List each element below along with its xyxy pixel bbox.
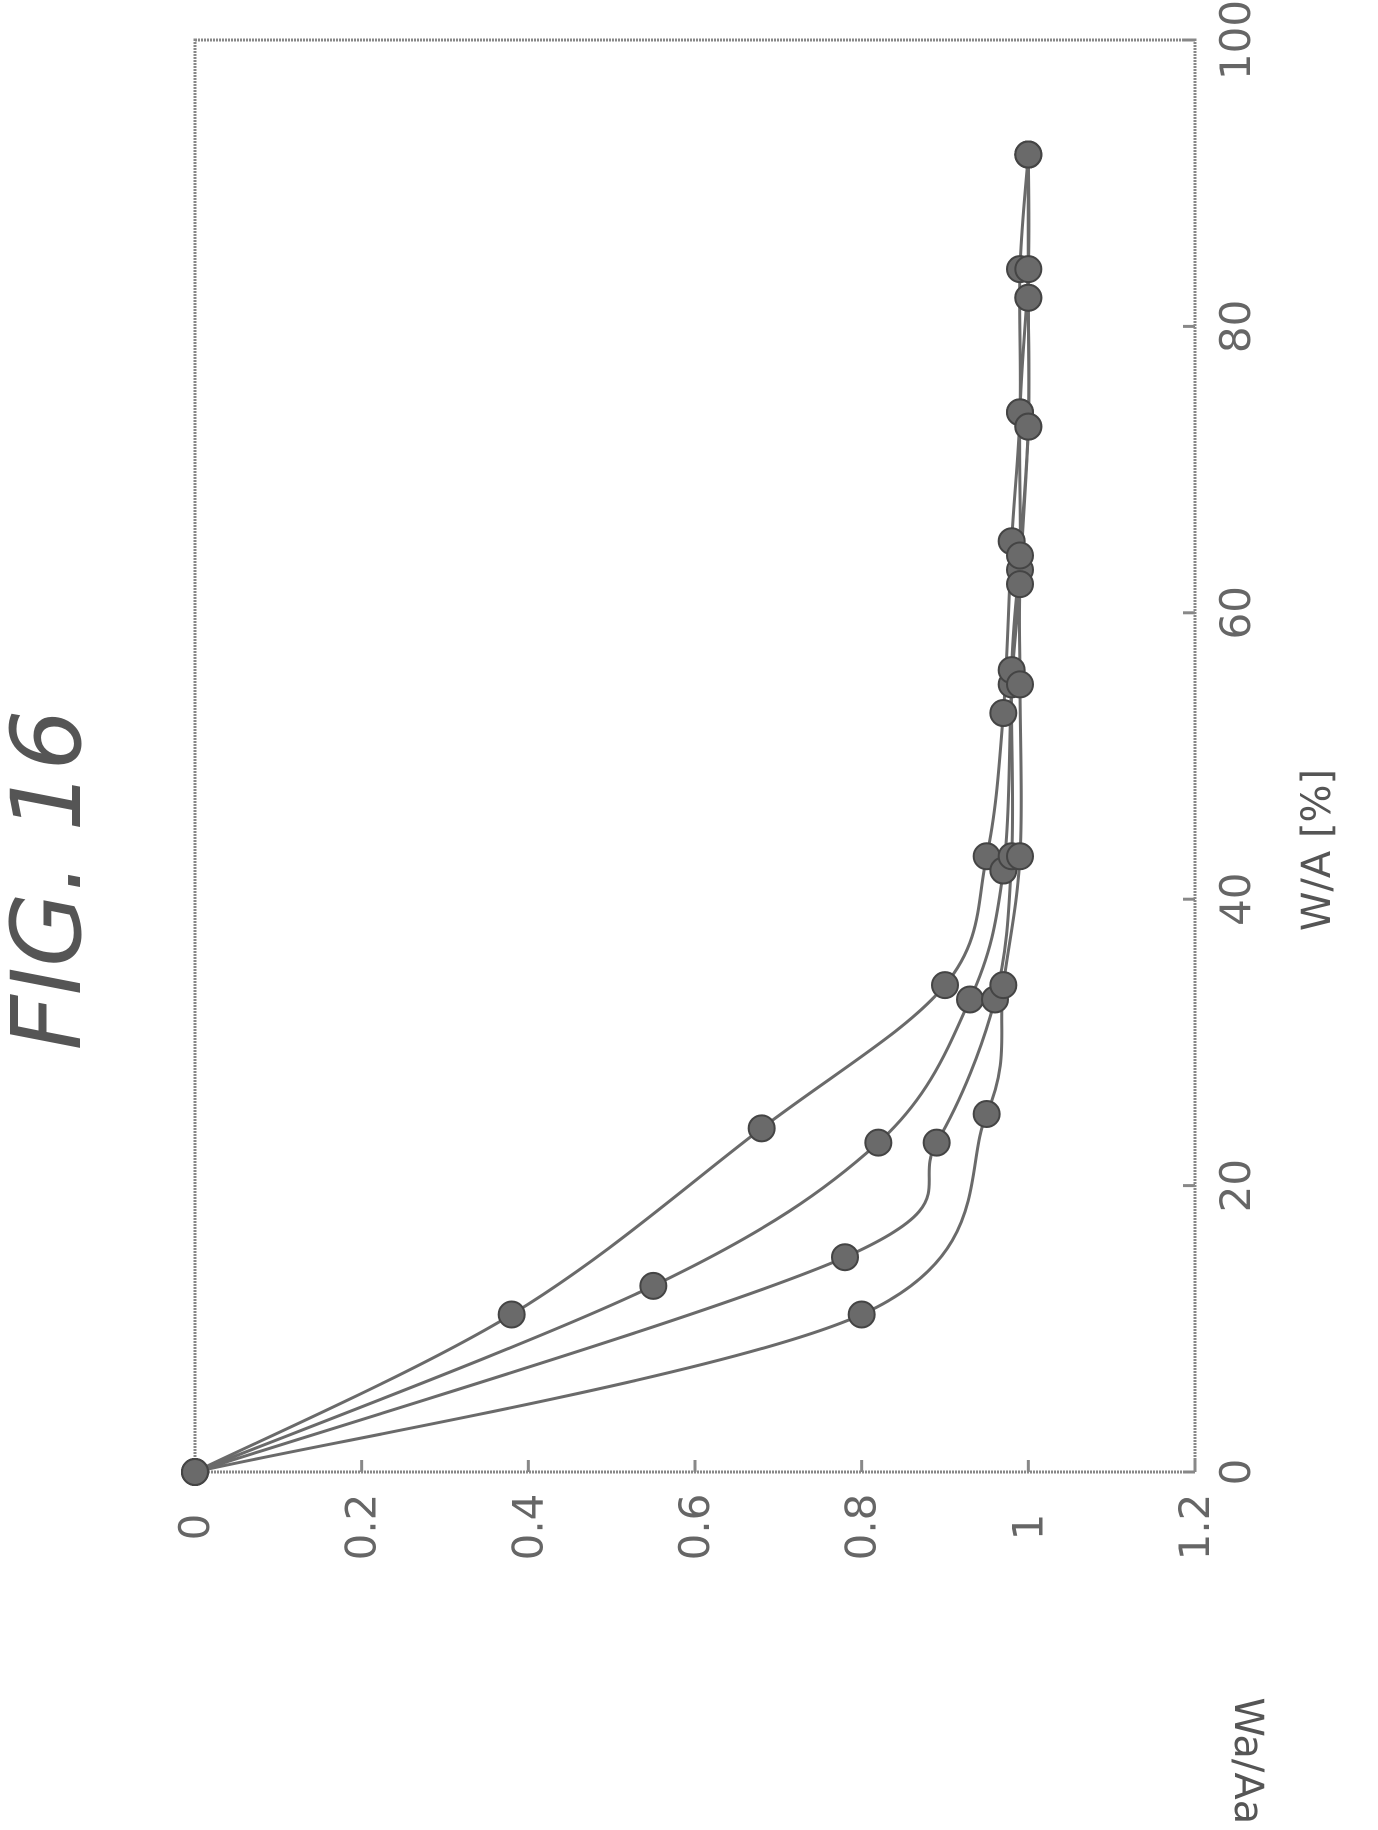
x-axis-title: W/A [%]: [1294, 769, 1340, 931]
data-point-s2-p2: [639, 1271, 668, 1300]
data-point-s4-p7: [1006, 570, 1034, 599]
x-tick-label: 0: [1211, 1459, 1260, 1486]
data-point-s4-p1: [181, 1458, 209, 1486]
data-point-s3-p7: [1006, 541, 1034, 570]
y-tick-label: 1.2: [1170, 1494, 1219, 1561]
y-tick-label: 1: [1003, 1514, 1052, 1541]
figure-title: FIG. 16: [0, 709, 103, 1050]
x-tick-label: 20: [1211, 1159, 1260, 1212]
x-tick-label: 60: [1211, 586, 1260, 639]
series-line-1: [194, 154, 1030, 1474]
data-point-s1-p3: [747, 1114, 776, 1143]
y-tick-label: 0.8: [837, 1494, 886, 1561]
data-point-s2-p9: [1014, 255, 1043, 284]
data-point-s4-p10: [1014, 140, 1043, 169]
x-tick-label: 80: [1211, 300, 1260, 353]
data-point-s4-p6: [1006, 670, 1034, 699]
data-point-s3-p3: [922, 1128, 951, 1157]
series-line-3: [194, 154, 1031, 1474]
data-point-s4-p2: [847, 1300, 876, 1329]
y-tick-label: 0.2: [337, 1494, 386, 1561]
y-axis-title: Wa/Aa [-]: [1225, 1697, 1271, 1830]
data-point-s4-p3: [972, 1100, 1001, 1128]
data-point-s4-p5: [1006, 842, 1034, 871]
y-tick-label: 0: [170, 1514, 219, 1541]
series-line-2: [194, 154, 1031, 1474]
y-tick-label: 0.4: [503, 1494, 552, 1561]
data-point-s1-p2: [497, 1300, 526, 1329]
data-point-s1-p4: [931, 971, 959, 1000]
plot-frame: [193, 38, 1197, 1474]
series-line-4: [194, 154, 1031, 1474]
series-lines: [194, 154, 1031, 1474]
series-markers: [181, 140, 1043, 1486]
x-tick-label: 100: [1211, 0, 1260, 80]
data-point-s4-p9: [1014, 283, 1043, 312]
axis-ticks: 0 20 40 60 80 100 0 0.2 0.4 0.6 0.8 1 1.2: [170, 0, 1260, 1560]
data-point-s2-p3: [864, 1128, 893, 1157]
y-tick-label: 0.6: [670, 1494, 719, 1561]
data-point-s4-p4: [989, 971, 1018, 1000]
data-point-s4-p8: [1014, 412, 1043, 441]
data-point-s3-p2: [831, 1243, 859, 1272]
data-point-s2-p4: [956, 985, 984, 1014]
x-tick-label: 40: [1211, 872, 1260, 925]
data-point-s1-p6: [989, 699, 1018, 728]
